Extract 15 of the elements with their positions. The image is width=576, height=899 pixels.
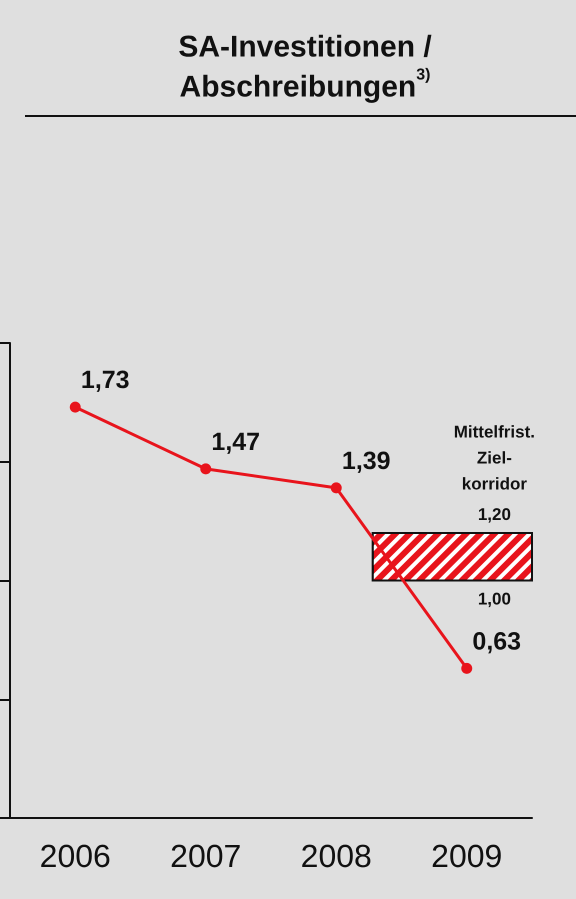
point — [200, 463, 212, 474]
data-label: 1,39 — [342, 446, 391, 475]
point — [330, 482, 342, 494]
annotation: 1,20 — [478, 505, 511, 524]
x-tick-label: 2008 — [300, 838, 372, 874]
annotation: 1,00 — [478, 590, 511, 608]
data-label: 0,63 — [472, 627, 522, 656]
data-label: 1,73 — [80, 366, 130, 394]
point — [70, 402, 81, 413]
point — [461, 662, 472, 674]
data-label: 1,47 — [211, 428, 260, 456]
x-tick-label: 2007 — [170, 838, 242, 874]
band-label: Mittelfrist. Ziel-korridor — [454, 422, 536, 494]
x-tick-label: 2009 — [431, 838, 502, 874]
x-tick-label: 2006 — [40, 838, 111, 874]
